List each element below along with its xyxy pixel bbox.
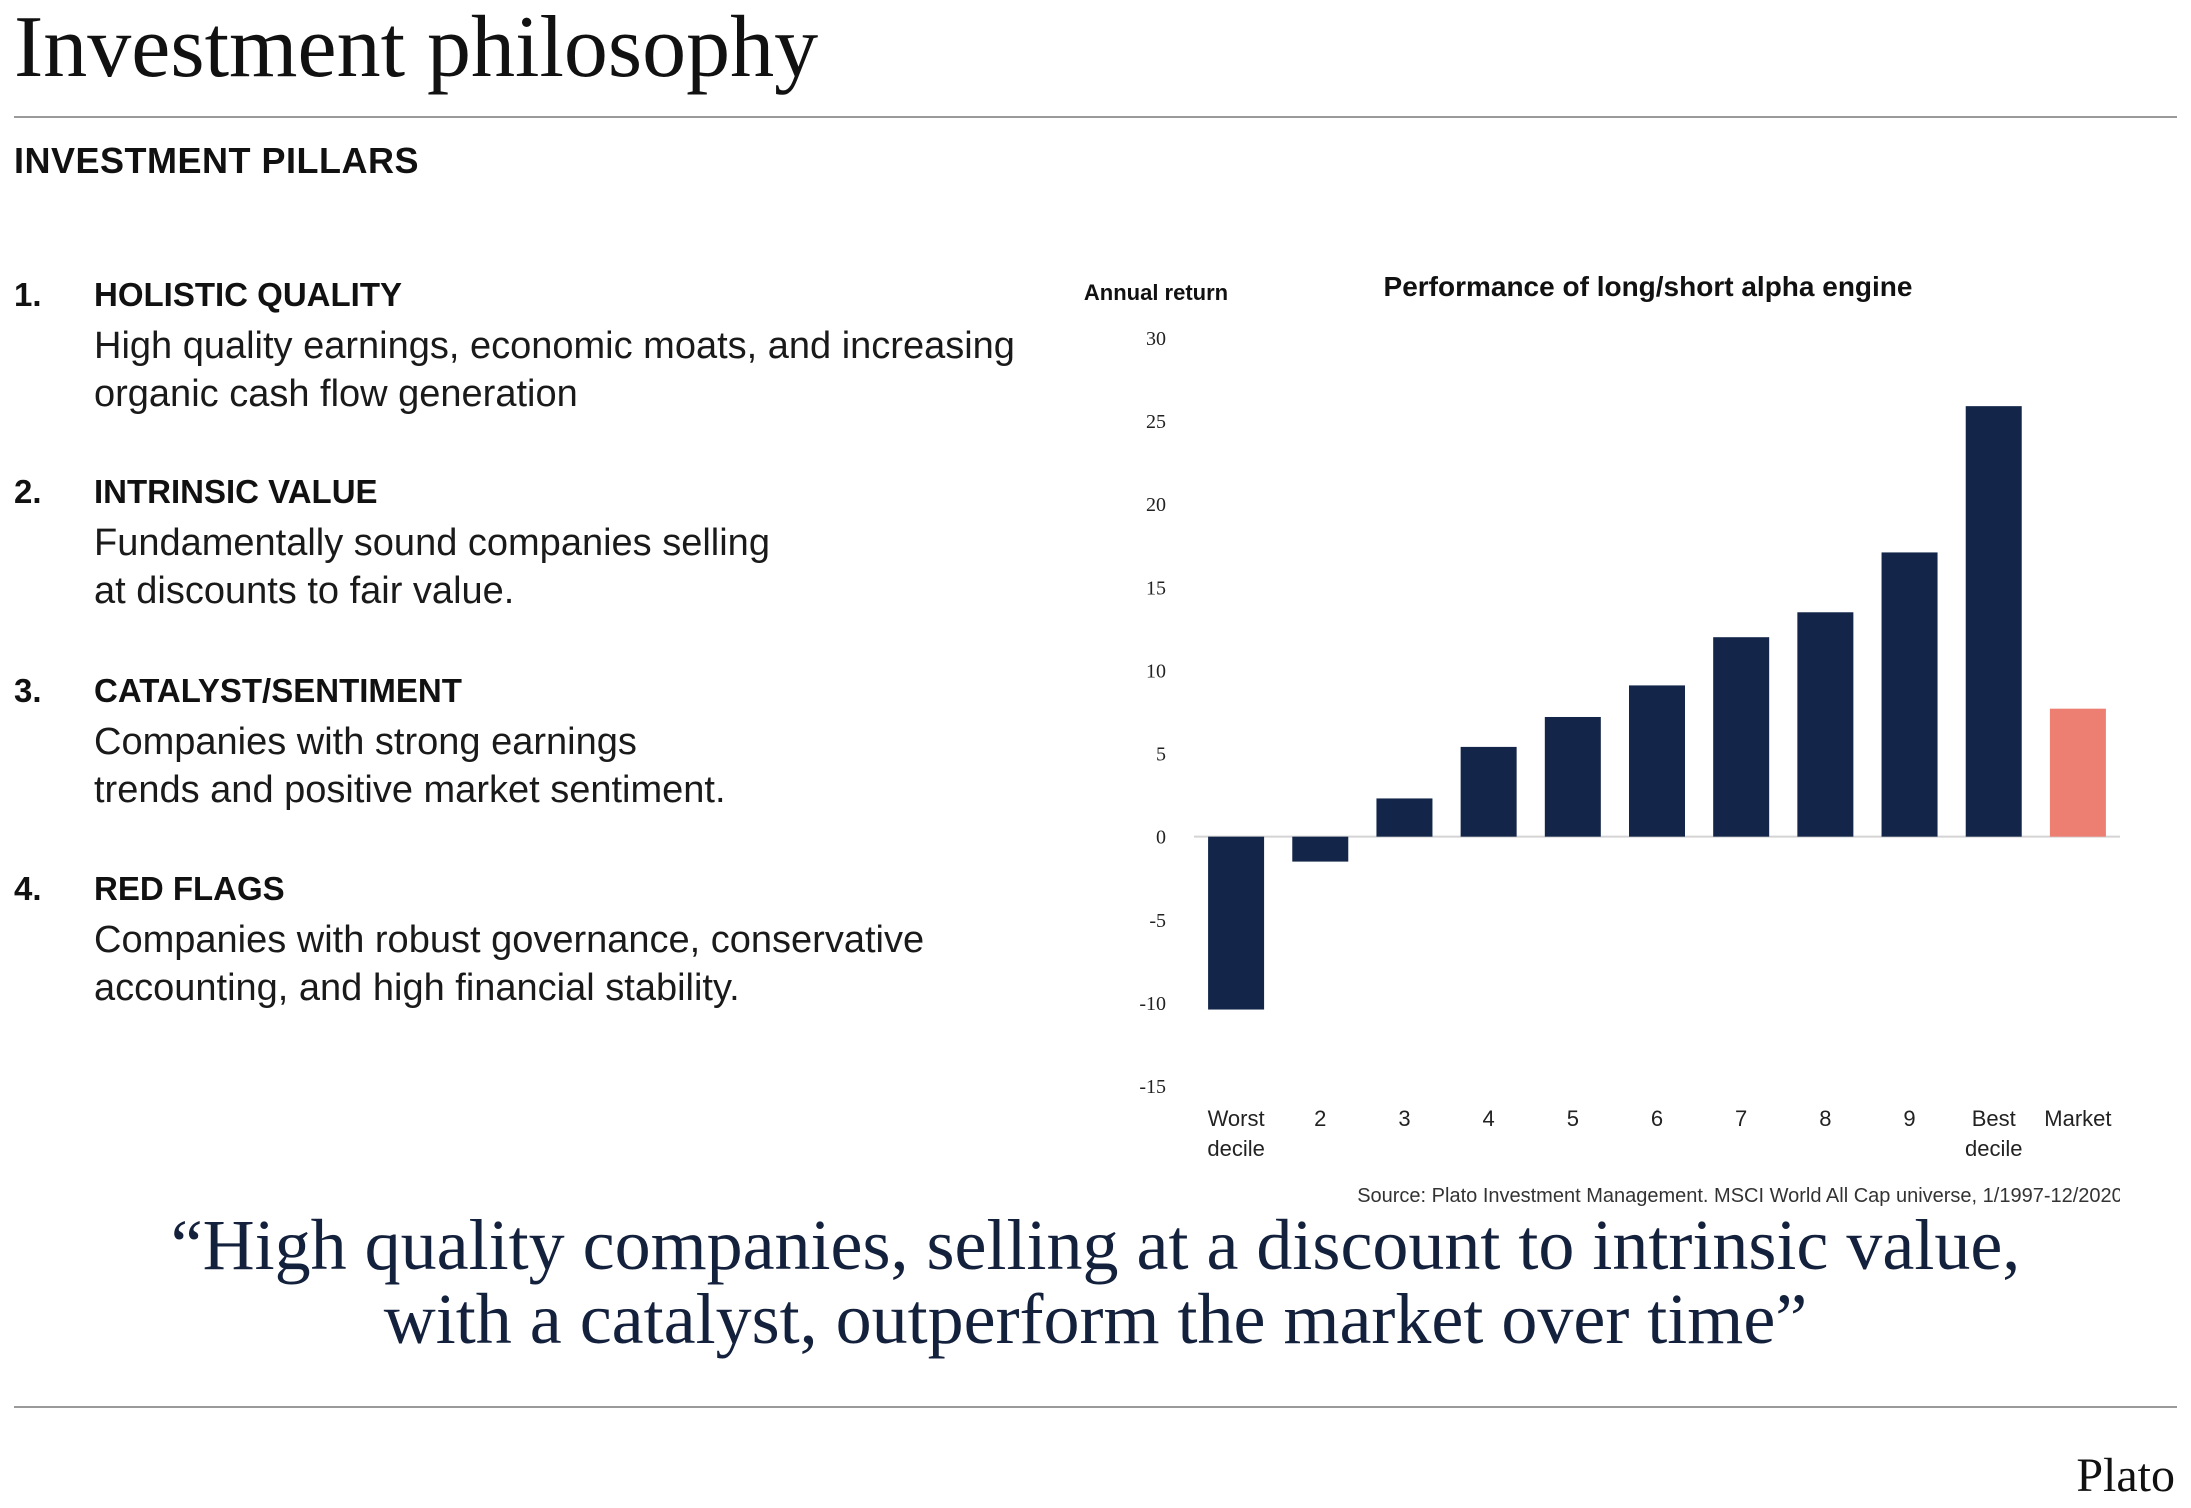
- bar-decile-4: [1460, 746, 1517, 837]
- pillar-description: Companies with strong earnings trends an…: [94, 718, 1094, 814]
- bar-decile-2: [1292, 836, 1349, 862]
- pillar-description: Companies with robust governance, conser…: [94, 916, 1094, 1012]
- x-axis-ticks: Worst decile 2 3 4 5 6 7 8 9 Best decile Market: [1207, 1106, 2111, 1161]
- chart-source-note: Source: Plato Investment Management. MSC…: [1357, 1185, 2120, 1207]
- x-tick-label: 7: [1735, 1106, 1747, 1131]
- pillar-number: 3.: [14, 672, 42, 709]
- y-tick-label: 5: [1156, 744, 1166, 766]
- pillar-description-line: Companies with strong earnings: [94, 721, 637, 763]
- quote-line: with a catalyst, outperform the market o…: [383, 1279, 1808, 1359]
- footer-divider: [14, 1406, 2177, 1408]
- y-tick-label: 15: [1146, 577, 1166, 599]
- x-tick-label: 2: [1314, 1106, 1326, 1131]
- y-tick-label: 0: [1156, 827, 1166, 849]
- quote-line: “High quality companies, selling at a di…: [170, 1205, 2021, 1285]
- pillar-description-line: at discounts to fair value.: [94, 570, 515, 612]
- x-tick-label: 5: [1567, 1106, 1579, 1131]
- x-tick-label: 4: [1483, 1106, 1495, 1131]
- bar-decile-10: [1965, 406, 2022, 837]
- chart-title: Performance of long/short alpha engine: [1384, 271, 1913, 302]
- pillar-heading: CATALYST/SENTIMENT: [94, 672, 462, 709]
- bar-decile-6: [1629, 685, 1685, 837]
- bar-market: [2049, 708, 2106, 837]
- y-tick-label: 30: [1146, 328, 1166, 350]
- plato-logo: Plato: [2076, 1449, 2175, 1502]
- bar-decile-3: [1376, 798, 1433, 837]
- pillar-description: Fundamentally sound companies selling at…: [94, 519, 1094, 615]
- section-label: INVESTMENT PILLARS: [14, 140, 420, 181]
- x-tick-label: Worst: [1208, 1106, 1265, 1131]
- y-tick-label: -15: [1139, 1076, 1166, 1098]
- pillar-description: High quality earnings, economic moats, a…: [94, 322, 1094, 418]
- philosophy-quote: “High quality companies, selling at a di…: [0, 1208, 2191, 1356]
- bar-decile-5: [1544, 716, 1601, 837]
- pillar-heading: HOLISTIC QUALITY: [94, 276, 402, 313]
- x-tick-label: 3: [1398, 1106, 1410, 1131]
- y-tick-label: -5: [1149, 910, 1166, 932]
- bar-decile-8: [1797, 612, 1854, 837]
- title-divider: [14, 116, 2177, 118]
- bar-series: [1208, 406, 2106, 1010]
- bar-decile-7: [1713, 637, 1770, 837]
- pillar-heading: INTRINSIC VALUE: [94, 473, 378, 510]
- pillar-heading: RED FLAGS: [94, 870, 285, 907]
- x-tick-label: 9: [1903, 1106, 1915, 1131]
- pillar-description-line: Fundamentally sound companies selling: [94, 522, 770, 564]
- y-axis-label: Annual return: [1084, 280, 1228, 305]
- slide-title: Investment philosophy: [14, 0, 819, 96]
- pillar-number: 4.: [14, 870, 42, 907]
- y-tick-label: 10: [1146, 660, 1166, 682]
- x-tick-label: decile: [1965, 1136, 2022, 1161]
- x-tick-label: Best: [1972, 1106, 2016, 1131]
- x-tick-label: Market: [2044, 1106, 2111, 1131]
- y-axis-ticks: 30 25 20 15 10 5 0 -5 -10 -15: [1139, 328, 1166, 1098]
- pillar-number: 2.: [14, 473, 42, 510]
- pillar-number: 1.: [14, 276, 42, 313]
- pillar-description-line: High quality earnings, economic moats, a…: [94, 325, 1015, 367]
- y-tick-label: -10: [1139, 993, 1166, 1015]
- pillar-description-line: trends and positive market sentiment.: [94, 769, 726, 811]
- x-tick-label: 6: [1651, 1106, 1663, 1131]
- pillar-description-line: Companies with robust governance, conser…: [94, 919, 925, 961]
- bar-decile-1: [1208, 836, 1265, 1010]
- bar-decile-9: [1881, 552, 1938, 837]
- pillar-description-line: organic cash flow generation: [94, 373, 578, 415]
- y-tick-label: 20: [1146, 494, 1166, 516]
- pillar-description-line: accounting, and high financial stability…: [94, 967, 740, 1009]
- x-tick-label: decile: [1207, 1136, 1264, 1161]
- x-tick-label: 8: [1819, 1106, 1831, 1131]
- y-tick-label: 25: [1146, 411, 1166, 433]
- alpha-engine-bar-chart: Annual return Performance of long/short …: [1084, 271, 2120, 1207]
